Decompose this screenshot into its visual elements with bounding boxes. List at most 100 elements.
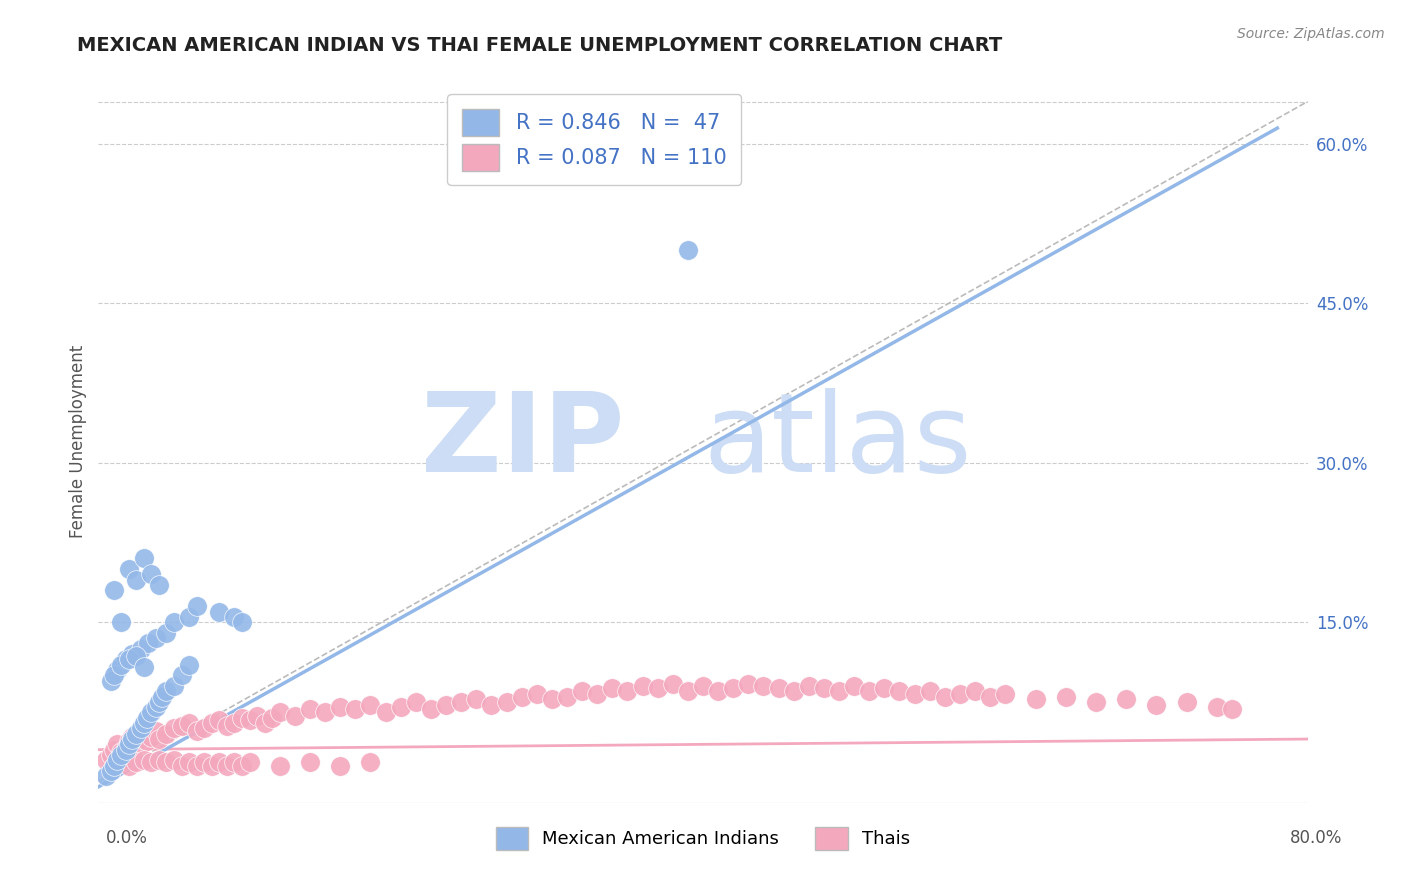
Point	[145, 700, 167, 714]
Point	[1054, 690, 1077, 704]
Point	[148, 732, 170, 747]
Point	[231, 711, 253, 725]
Point	[215, 758, 238, 772]
Point	[103, 758, 125, 772]
Y-axis label: Female Unemployment: Female Unemployment	[69, 345, 87, 538]
Text: 0.0%: 0.0%	[105, 829, 148, 847]
Point	[118, 652, 141, 666]
Point	[118, 758, 141, 772]
Point	[170, 758, 193, 772]
Point	[239, 756, 262, 770]
Point	[904, 687, 927, 701]
Point	[631, 679, 654, 693]
Point	[118, 737, 141, 751]
Point	[148, 695, 170, 709]
Point	[510, 690, 533, 704]
Point	[114, 740, 136, 755]
Point	[269, 758, 291, 772]
Point	[889, 684, 911, 698]
Point	[201, 716, 224, 731]
Point	[555, 690, 578, 704]
Point	[103, 583, 125, 598]
Point	[481, 698, 503, 712]
Point	[100, 673, 122, 688]
Point	[118, 734, 141, 748]
Point	[844, 679, 866, 693]
Point	[246, 708, 269, 723]
Point	[284, 708, 307, 723]
Point	[155, 625, 177, 640]
Point	[752, 679, 775, 693]
Point	[201, 758, 224, 772]
Point	[103, 668, 125, 682]
Point	[155, 684, 177, 698]
Text: MEXICAN AMERICAN INDIAN VS THAI FEMALE UNEMPLOYMENT CORRELATION CHART: MEXICAN AMERICAN INDIAN VS THAI FEMALE U…	[77, 36, 1002, 54]
Point	[465, 691, 488, 706]
Point	[145, 723, 167, 738]
Text: Source: ZipAtlas.com: Source: ZipAtlas.com	[1237, 27, 1385, 41]
Point	[215, 719, 238, 733]
Point	[193, 722, 215, 736]
Point	[155, 756, 177, 770]
Point	[314, 706, 336, 720]
Point	[329, 758, 352, 772]
Point	[405, 695, 427, 709]
Point	[676, 684, 699, 698]
Point	[179, 610, 201, 624]
Point	[94, 753, 117, 767]
Point	[141, 730, 163, 744]
Point	[105, 737, 128, 751]
Point	[105, 753, 128, 767]
Point	[121, 730, 143, 744]
Point	[179, 756, 201, 770]
Point	[707, 684, 730, 698]
Point	[118, 562, 141, 576]
Point	[231, 615, 253, 630]
Point	[170, 719, 193, 733]
Point	[94, 769, 117, 783]
Point	[768, 681, 790, 695]
Point	[1024, 691, 1046, 706]
Point	[994, 687, 1017, 701]
Point	[141, 756, 163, 770]
Point	[163, 722, 186, 736]
Point	[723, 681, 745, 695]
Point	[100, 764, 122, 778]
Point	[269, 706, 291, 720]
Point	[103, 742, 125, 756]
Text: atlas: atlas	[703, 388, 972, 495]
Point	[186, 723, 208, 738]
Point	[132, 753, 155, 767]
Point	[129, 722, 152, 736]
Point	[105, 663, 128, 677]
Point	[163, 679, 186, 693]
Point	[1206, 700, 1229, 714]
Point	[1144, 698, 1167, 712]
Point	[828, 684, 851, 698]
Point	[150, 690, 173, 704]
Point	[132, 660, 155, 674]
Point	[132, 727, 155, 741]
Point	[110, 747, 132, 762]
Point	[114, 742, 136, 756]
Point	[148, 578, 170, 592]
Point	[299, 756, 322, 770]
Point	[571, 684, 593, 698]
Point	[170, 668, 193, 682]
Point	[193, 756, 215, 770]
Point	[420, 702, 443, 716]
Point	[495, 695, 517, 709]
Point	[110, 756, 132, 770]
Point	[125, 649, 148, 664]
Point	[797, 679, 820, 693]
Point	[145, 631, 167, 645]
Point	[1220, 702, 1243, 716]
Point	[135, 734, 157, 748]
Point	[616, 684, 638, 698]
Point	[1115, 691, 1137, 706]
Text: ZIP: ZIP	[420, 388, 624, 495]
Point	[360, 698, 382, 712]
Point	[114, 652, 136, 666]
Point	[148, 753, 170, 767]
Point	[239, 713, 262, 727]
